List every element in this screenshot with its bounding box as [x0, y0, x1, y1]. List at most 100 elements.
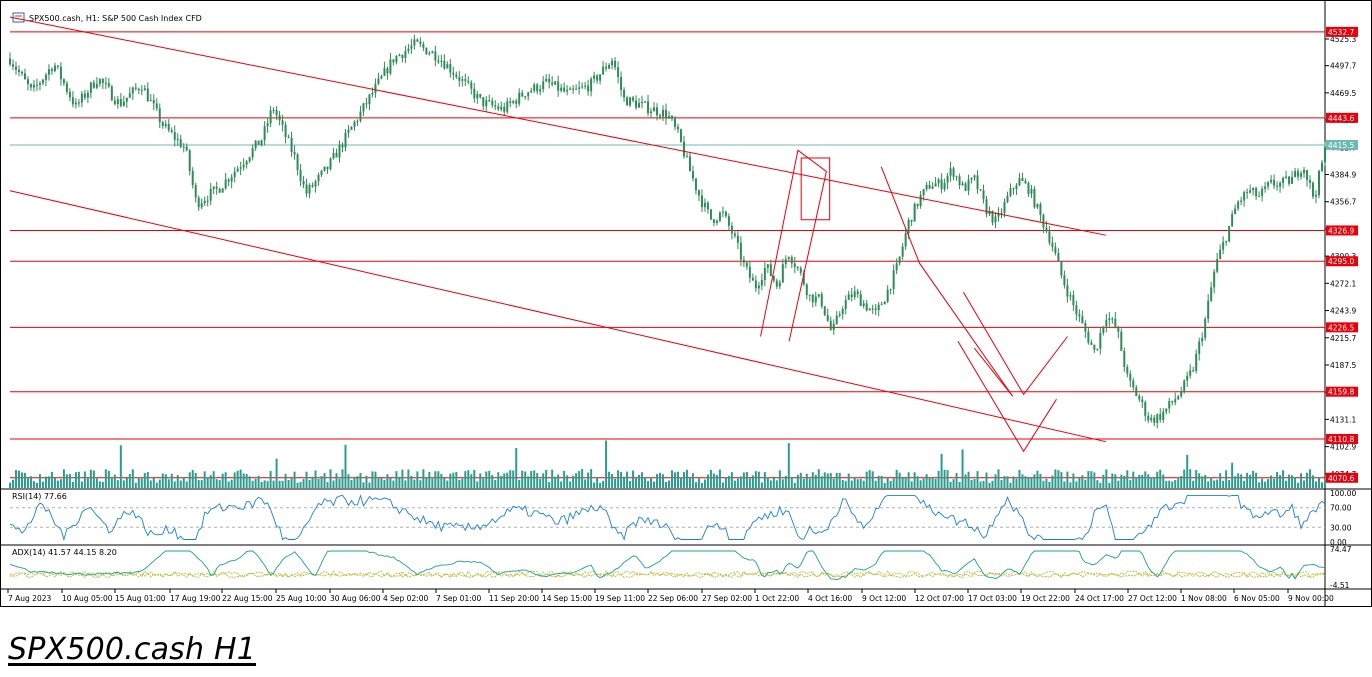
volume-bar: [1255, 472, 1258, 488]
candle-body: [287, 136, 290, 138]
volume-bar: [835, 472, 838, 488]
volume-bar: [35, 482, 38, 488]
candle-body: [440, 60, 443, 62]
candle-body: [425, 47, 428, 55]
candle-body: [578, 87, 581, 89]
volume-bar: [467, 470, 470, 488]
volume-bar: [194, 472, 197, 488]
candle-body: [281, 120, 284, 125]
volume-bar: [386, 474, 389, 488]
candle-body: [170, 130, 173, 132]
volume-bar: [682, 472, 685, 488]
volume-bar: [910, 481, 913, 488]
candle-body: [850, 294, 853, 298]
candle-body: [152, 100, 155, 104]
time-tick-label: 10 Aug 05:00: [62, 594, 113, 603]
volume-bar: [1180, 475, 1183, 488]
candle-body: [1204, 318, 1207, 338]
volume-bar: [784, 475, 787, 488]
volume-bar: [1276, 472, 1279, 488]
volume-bar: [886, 477, 889, 488]
candle-body: [940, 179, 943, 190]
candle-body: [584, 85, 587, 87]
volume-bar: [608, 471, 611, 488]
candle-body: [1156, 414, 1159, 423]
candle-body: [994, 216, 997, 223]
candle-body: [1114, 318, 1117, 327]
candle-body: [602, 66, 605, 75]
volume-bar: [557, 474, 560, 488]
candle-body: [92, 82, 95, 88]
time-tick-label: 4 Sep 02:00: [383, 594, 429, 603]
volume-bar: [724, 477, 727, 488]
volume-bar: [452, 472, 455, 488]
candle-body: [1198, 341, 1201, 354]
volume-bar: [991, 480, 994, 488]
volume-bar: [757, 471, 760, 488]
time-tick-label: 12 Oct 07:00: [915, 594, 964, 603]
candle-body: [931, 186, 934, 189]
volume-bar: [1048, 481, 1051, 488]
candle-body: [1249, 190, 1252, 193]
volume-bar: [865, 471, 868, 488]
candle-body: [515, 100, 518, 104]
volume-bar: [1294, 476, 1297, 488]
candle-body: [841, 308, 844, 315]
time-tick-label: 9 Oct 12:00: [862, 594, 906, 603]
volume-bar: [329, 469, 332, 488]
candle-body: [323, 166, 326, 171]
candle-body: [895, 263, 898, 271]
price-tick-label: 4131.1: [1330, 415, 1356, 424]
time-tick-label: 24 Oct 17:00: [1075, 594, 1124, 603]
candle-body: [823, 306, 826, 316]
candle-body: [670, 116, 673, 119]
volume-bar: [140, 478, 143, 488]
volume-bar: [826, 473, 829, 488]
volume-bar: [617, 470, 620, 488]
volume-bar: [688, 478, 691, 488]
volume-bar: [1156, 471, 1159, 488]
volume-bar: [110, 478, 113, 488]
volume-bar: [173, 481, 176, 488]
candle-body: [727, 216, 730, 226]
volume-bar: [928, 477, 931, 488]
adx-di-plus-line: [9, 570, 1326, 578]
candle-body: [733, 233, 736, 236]
volume-bar: [431, 478, 434, 488]
candle-body: [596, 75, 599, 81]
volume-bar: [1138, 474, 1141, 488]
candle-body: [419, 41, 422, 45]
volume-bar: [1240, 474, 1243, 488]
time-tick-label: 1 Nov 08:00: [1181, 594, 1227, 603]
candle-body: [149, 100, 152, 102]
candle-body: [961, 183, 964, 186]
candle-body: [329, 158, 332, 170]
volume-bar: [374, 471, 377, 488]
candle-body: [299, 170, 302, 181]
candle-body: [1084, 323, 1087, 332]
candle-body: [1060, 261, 1063, 276]
candle-body: [455, 74, 458, 77]
candle-body: [889, 288, 892, 290]
candle-body: [107, 83, 110, 87]
candle-body: [967, 179, 970, 191]
candle-body: [1009, 188, 1012, 196]
candle-body: [766, 264, 769, 268]
candle-body: [952, 168, 955, 177]
volume-bar: [401, 469, 404, 488]
volume-bar: [1003, 476, 1006, 488]
candle-body: [26, 79, 29, 85]
candle-body: [356, 120, 359, 122]
candle-body: [410, 45, 413, 49]
volume-bar: [1084, 479, 1087, 488]
candle-body: [644, 101, 647, 103]
candle-body: [560, 87, 563, 91]
volume-bar: [1165, 480, 1168, 488]
volume-bar: [781, 479, 784, 488]
candle-body: [404, 51, 407, 59]
candle-body: [155, 103, 158, 109]
candle-body: [1042, 215, 1045, 228]
candle-body: [470, 82, 473, 89]
volume-bar: [548, 482, 551, 488]
volume-bar: [1111, 473, 1114, 488]
